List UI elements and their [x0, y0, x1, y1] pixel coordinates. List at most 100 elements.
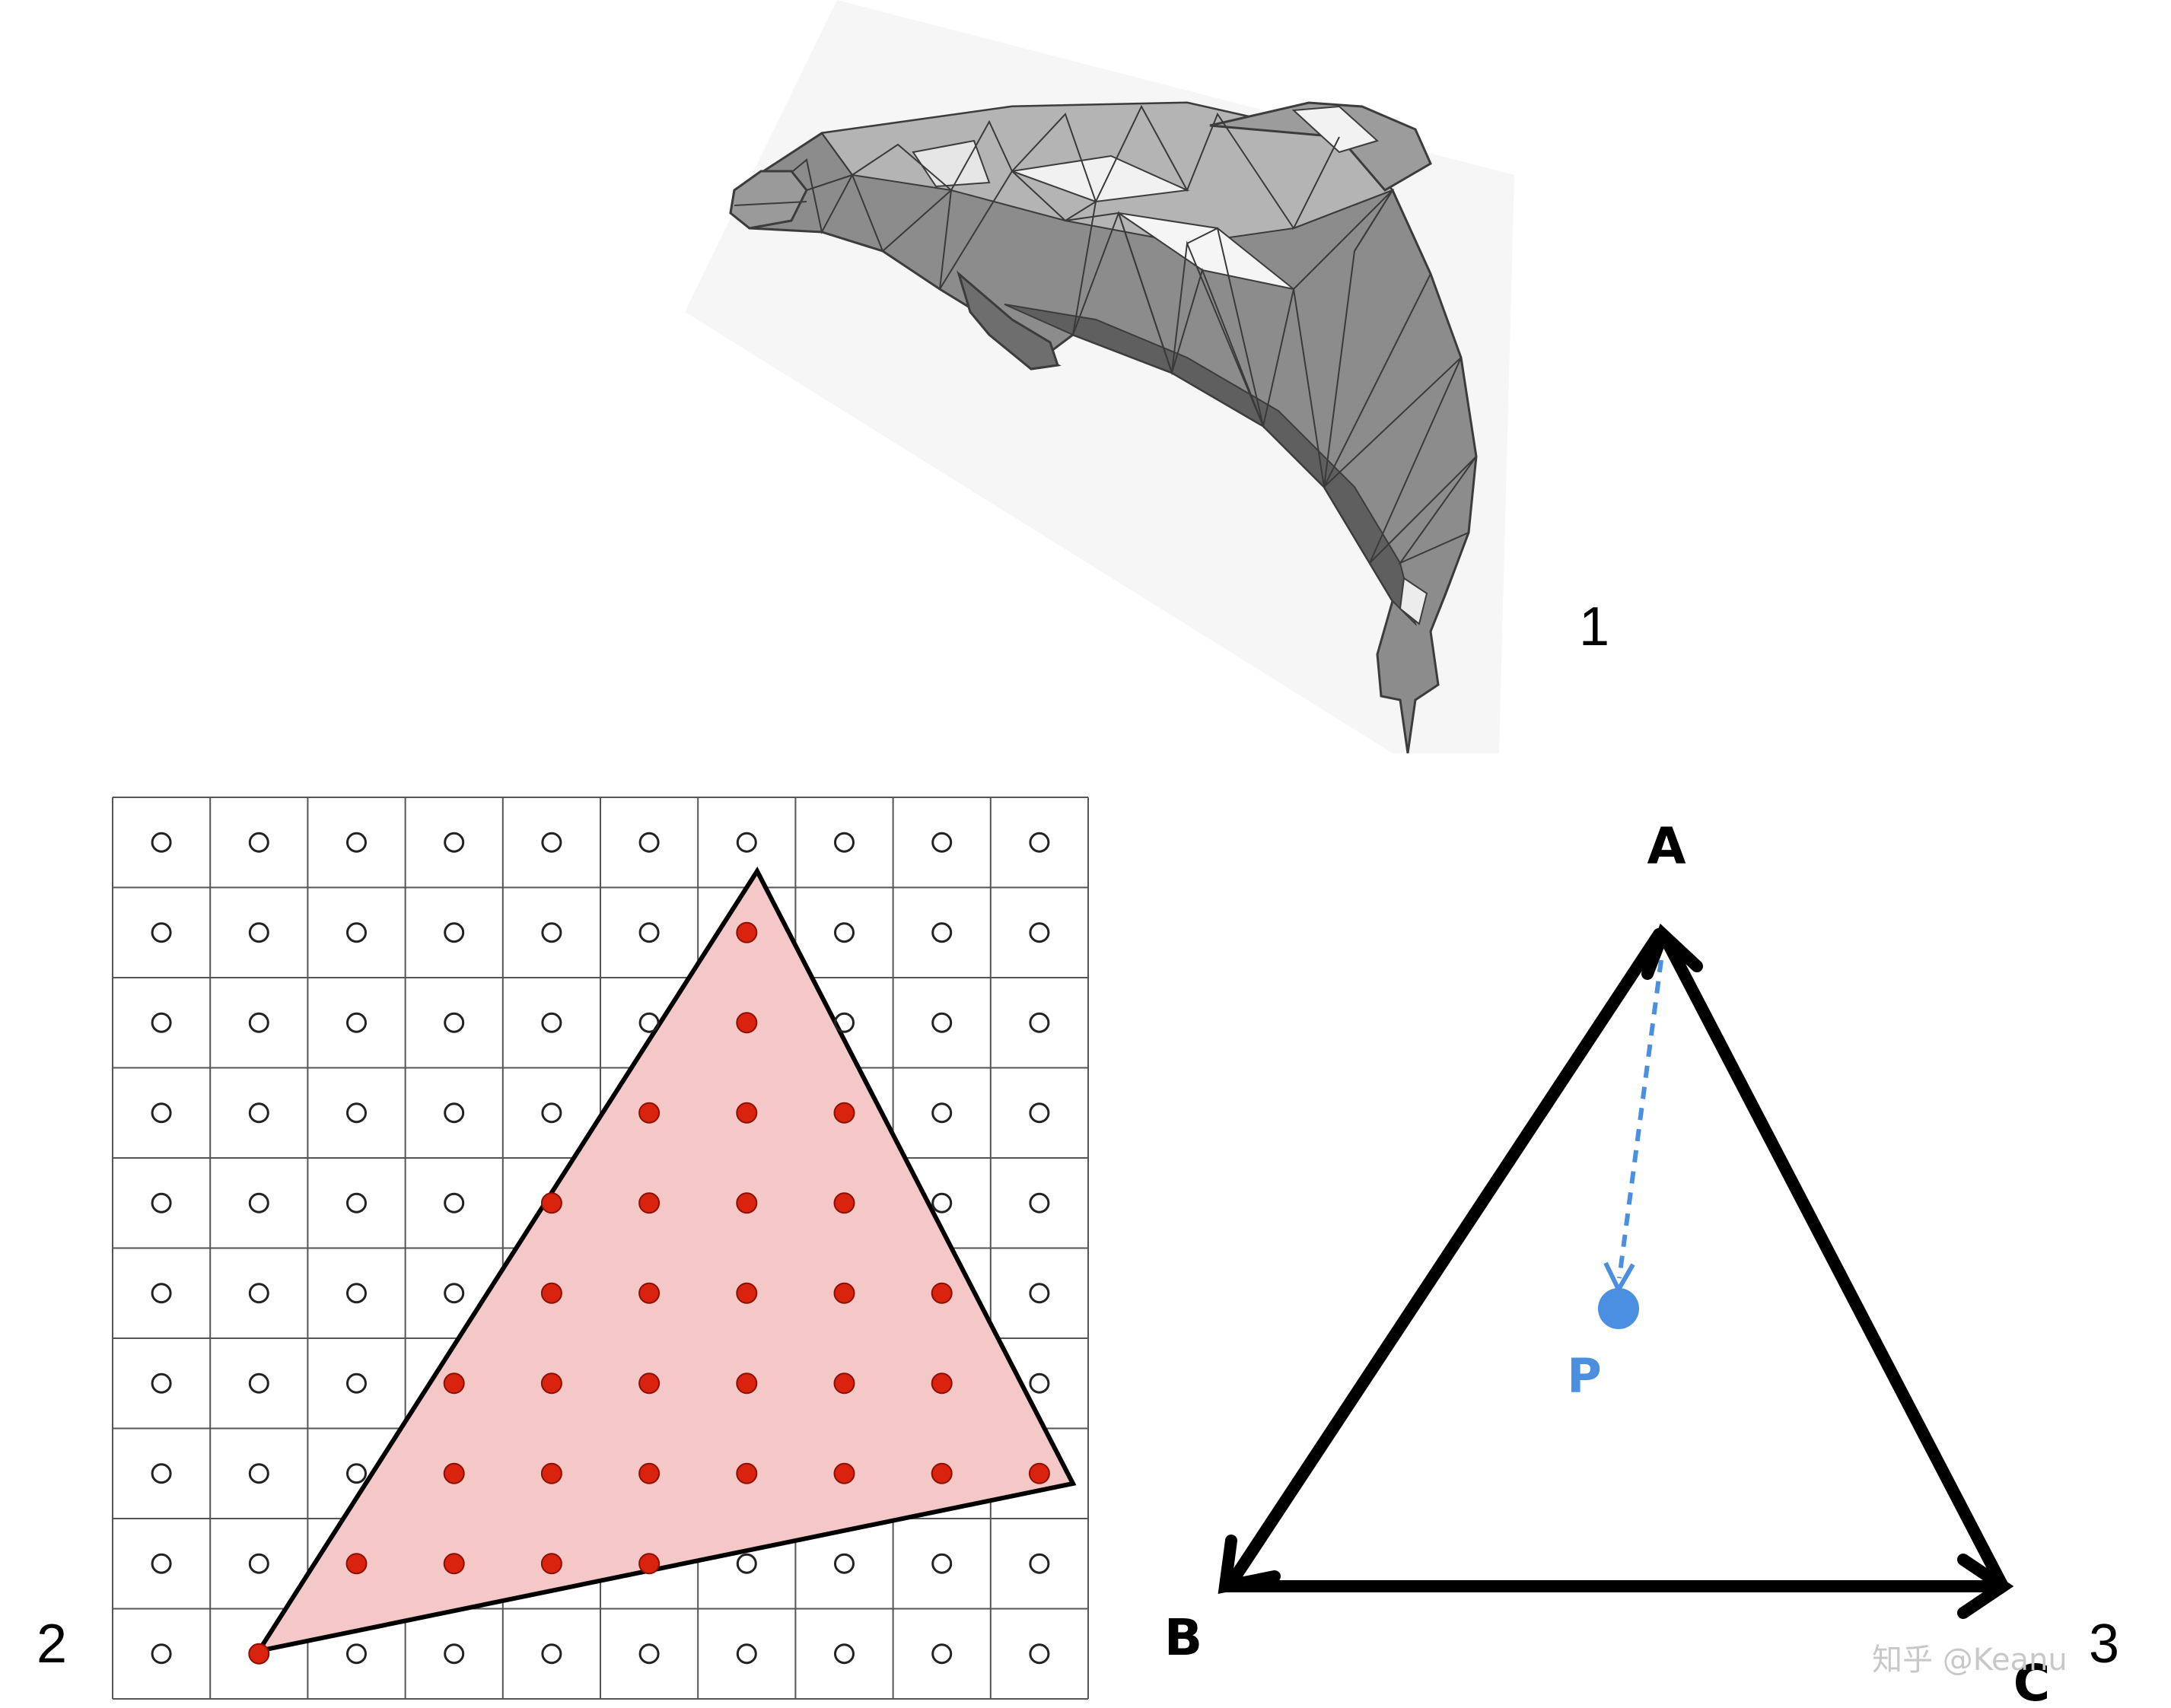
empty-sample-point — [736, 1643, 757, 1665]
empty-sample-point — [346, 1192, 367, 1213]
empty-sample-point — [151, 1283, 172, 1304]
vertex-label-a: A — [1647, 817, 1686, 876]
empty-sample-point — [638, 922, 660, 943]
empty-sample-point — [248, 1192, 269, 1213]
empty-sample-point — [1029, 1372, 1050, 1394]
covered-sample-point — [540, 1553, 562, 1575]
covered-sample-point — [1028, 1462, 1050, 1484]
empty-sample-point — [444, 1643, 465, 1665]
empty-sample-point — [151, 1463, 172, 1484]
panel-number-3: 3 — [2089, 1614, 2119, 1675]
empty-sample-point — [151, 1192, 172, 1213]
covered-sample-point — [443, 1553, 465, 1575]
empty-sample-point — [1029, 1553, 1050, 1574]
panel-number-1: 1 — [1579, 596, 1609, 657]
empty-sample-point — [346, 1463, 367, 1484]
empty-sample-point — [931, 1192, 953, 1213]
empty-sample-point — [834, 1553, 855, 1574]
vertex-label-b: B — [1164, 1608, 1202, 1667]
empty-sample-point — [248, 1283, 269, 1304]
empty-sample-point — [151, 1643, 172, 1665]
empty-sample-point — [151, 1102, 172, 1124]
covered-sample-point — [833, 1372, 855, 1395]
empty-sample-point — [151, 1372, 172, 1394]
empty-sample-point — [1029, 1012, 1050, 1033]
covered-sample-point — [833, 1282, 855, 1304]
point-p-marker — [1598, 1288, 1639, 1329]
empty-sample-point — [931, 832, 953, 853]
empty-sample-point — [151, 1553, 172, 1574]
covered-sample-point — [736, 1012, 758, 1034]
covered-sample-point — [931, 1462, 953, 1484]
panel-number-2: 2 — [37, 1614, 67, 1675]
empty-sample-point — [151, 1012, 172, 1033]
covered-sample-point — [638, 1102, 661, 1124]
empty-sample-point — [638, 1012, 660, 1033]
edge-a-to-b — [1230, 928, 1665, 1581]
empty-sample-point — [541, 1643, 562, 1665]
empty-sample-point — [931, 922, 953, 943]
covered-triangle — [253, 866, 1077, 1655]
empty-sample-point — [931, 1553, 953, 1574]
covered-sample-point — [638, 1553, 661, 1575]
empty-sample-point — [834, 832, 855, 853]
empty-sample-point — [248, 1553, 269, 1574]
covered-sample-point — [443, 1372, 465, 1395]
empty-sample-point — [346, 922, 367, 943]
edge-c-to-a — [1662, 937, 2009, 1592]
empty-sample-point — [1029, 1643, 1050, 1665]
empty-sample-point — [1029, 1283, 1050, 1304]
rasterization-grid — [112, 797, 1089, 1700]
covered-sample-point — [931, 1282, 953, 1304]
covered-sample-point — [345, 1553, 368, 1575]
covered-sample-point — [833, 1102, 855, 1124]
empty-sample-point — [151, 922, 172, 943]
empty-sample-point — [444, 922, 465, 943]
empty-sample-point — [346, 1283, 367, 1304]
empty-sample-point — [834, 1012, 855, 1033]
dolphin-mesh-illustration — [685, 0, 1514, 754]
empty-sample-point — [346, 1012, 367, 1033]
vector-a-to-p — [1617, 959, 1663, 1279]
empty-sample-point — [931, 1012, 953, 1033]
empty-sample-point — [444, 832, 465, 853]
empty-sample-point — [541, 832, 562, 853]
empty-sample-point — [248, 1463, 269, 1484]
covered-sample-point — [540, 1282, 562, 1304]
empty-sample-point — [931, 1102, 953, 1124]
empty-sample-point — [444, 1012, 465, 1033]
arrowhead-a — [1641, 924, 1703, 980]
empty-sample-point — [541, 1012, 562, 1033]
covered-sample-point — [736, 1192, 758, 1214]
empty-sample-point — [834, 1643, 855, 1665]
empty-sample-point — [444, 1283, 465, 1304]
empty-sample-point — [248, 832, 269, 853]
empty-sample-point — [444, 1102, 465, 1124]
empty-sample-point — [1029, 922, 1050, 943]
empty-sample-point — [248, 922, 269, 943]
covered-sample-point — [540, 1462, 562, 1484]
sample-points — [151, 832, 1050, 1665]
covered-sample-point — [248, 1643, 270, 1665]
watermark: 知乎 @Keanu — [1872, 1643, 2068, 1678]
covered-sample-point — [931, 1372, 953, 1395]
covered-sample-point — [736, 1372, 758, 1395]
empty-sample-point — [638, 832, 660, 853]
covered-sample-point — [833, 1192, 855, 1214]
empty-sample-point — [541, 1102, 562, 1124]
empty-sample-point — [151, 832, 172, 853]
empty-sample-point — [541, 922, 562, 943]
empty-sample-point — [346, 832, 367, 853]
covered-sample-point — [540, 1192, 562, 1214]
covered-sample-point — [638, 1372, 661, 1395]
empty-sample-point — [248, 1372, 269, 1394]
vector-triangle-diagram: A B C P 知乎 @Keanu — [1164, 817, 2068, 1708]
covered-sample-point — [736, 921, 758, 943]
empty-sample-point — [248, 1012, 269, 1033]
covered-sample-point — [833, 1462, 855, 1484]
empty-sample-point — [638, 1643, 660, 1665]
covered-sample-point — [736, 1102, 758, 1124]
covered-sample-point — [443, 1462, 465, 1484]
empty-sample-point — [1029, 832, 1050, 853]
